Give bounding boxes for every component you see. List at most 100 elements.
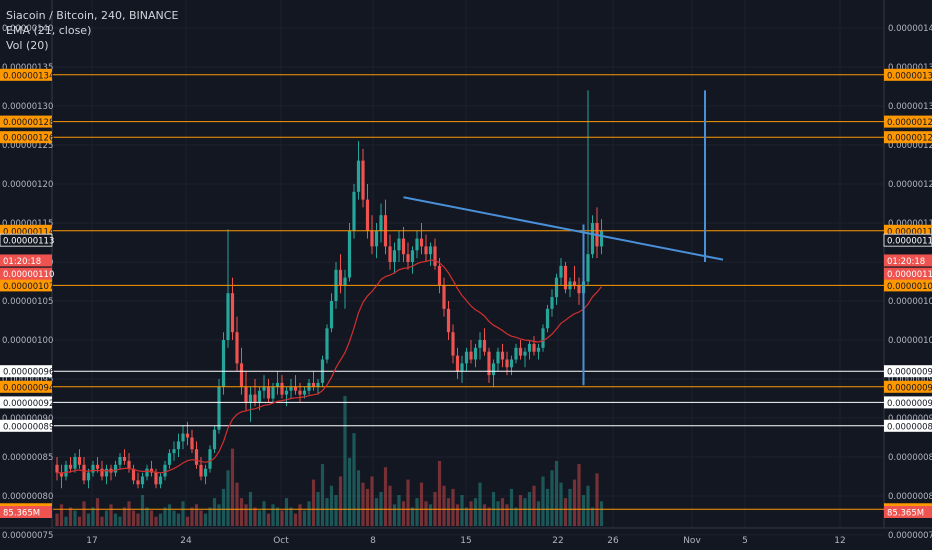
candle-body [284,390,289,395]
volume-bar [509,488,514,526]
candle-body [266,386,271,399]
candle-body [203,468,208,477]
volume-bar [581,495,586,526]
candle-body [554,277,559,298]
candle-body [482,340,487,352]
price-axis-tick: 0.00000100 [2,336,53,346]
level-label-text: 0.00000114 [887,227,932,237]
price-axis-tick: 0.00000140 [888,24,932,34]
candle-body [73,457,77,469]
candle-body [239,363,244,387]
candle-body [446,308,451,333]
level-label-text: 0.00000094 [887,383,932,393]
volume-bar [307,501,311,526]
price-axis-tick: 0.00000080 [2,492,53,502]
candle-body [55,464,59,473]
volume-bar [550,470,554,526]
volume-bar [505,504,509,526]
volume-bar [532,485,536,526]
volume-bar [334,495,338,526]
volume-tag-text: 85.365M [887,509,924,519]
volume-bar [473,498,478,526]
candle-body [406,254,410,262]
current-price-tag-bg [883,233,932,247]
level-label-text: 0.00000107 [3,282,54,292]
candle-body [221,340,226,387]
volume-bar [239,498,244,526]
candle-body [271,386,275,399]
candle-body [64,464,68,477]
level-label-bg [884,365,932,378]
candle-body [280,382,284,395]
volume-bar [244,504,248,526]
volume-bar [131,510,136,526]
price-axis-tick: 0.00000095 [2,375,53,385]
volume-bar [212,498,217,526]
volume-bar [365,488,370,526]
candle-body [172,449,176,454]
candle-body [154,472,158,485]
volume-bar [230,448,235,526]
candle-body [397,238,401,251]
time-axis-tick: Oct [273,536,289,546]
candle-body [496,351,500,364]
price-tag-text: 01:20:18 [887,257,925,267]
level-label-bg [0,279,52,292]
candle-body [460,363,464,372]
volume-bar [496,501,500,526]
candle-body [388,246,392,262]
candle-body [136,480,140,485]
level-label-bg [0,131,52,144]
trendline [403,196,724,261]
volume-bar [572,479,577,526]
candle-body [365,199,370,231]
volume-bar [64,516,68,526]
level-label-bg [0,396,52,409]
candle-body [190,437,194,450]
candle-body [374,230,379,247]
candle-body [410,250,415,262]
volume-bar [122,507,127,526]
volume-bar [500,498,505,526]
volume-bar [595,473,599,526]
volume-bar [374,498,379,526]
candle-body [122,457,127,461]
level-label-text: 0.00000089 [3,422,54,432]
volume-bar [419,482,424,526]
price-axis-tick: 0.00000075 [2,531,53,541]
volume-bar [68,507,73,526]
level-label-text: 0.00000092 [887,399,932,409]
volume-bar [590,507,595,526]
volume-bar [451,488,455,526]
candle-body [289,386,293,391]
candle-body [505,359,509,368]
candle-body [514,347,518,360]
volume-bar [73,510,77,526]
level-label-text: 0.00000096 [3,368,54,378]
candle-body [599,230,604,247]
volume-bar [109,504,113,526]
volume-bar [370,476,374,526]
candle-body [217,386,221,430]
volume-bar [118,516,122,526]
volume-bar [406,479,410,526]
candle-body [356,160,361,192]
candle-body [199,464,203,477]
volume-bar [275,507,280,526]
candle-body [176,441,181,450]
candle-body [437,265,442,286]
current-price-tag-bg [0,233,53,247]
volume-bar [167,504,172,526]
level-label-bg [884,115,932,128]
volume-bar [356,470,361,526]
time-axis-tick: 26 [607,536,619,546]
level-label-text: 0.00000094 [3,383,54,393]
volume-bar [325,498,329,526]
price-tag-bg [0,267,52,280]
volume-bar [221,488,226,526]
candle-body [77,457,82,465]
volume-bar [59,504,64,526]
candle-body [415,238,419,251]
price-tag-text: 0.00000110 [887,270,932,280]
